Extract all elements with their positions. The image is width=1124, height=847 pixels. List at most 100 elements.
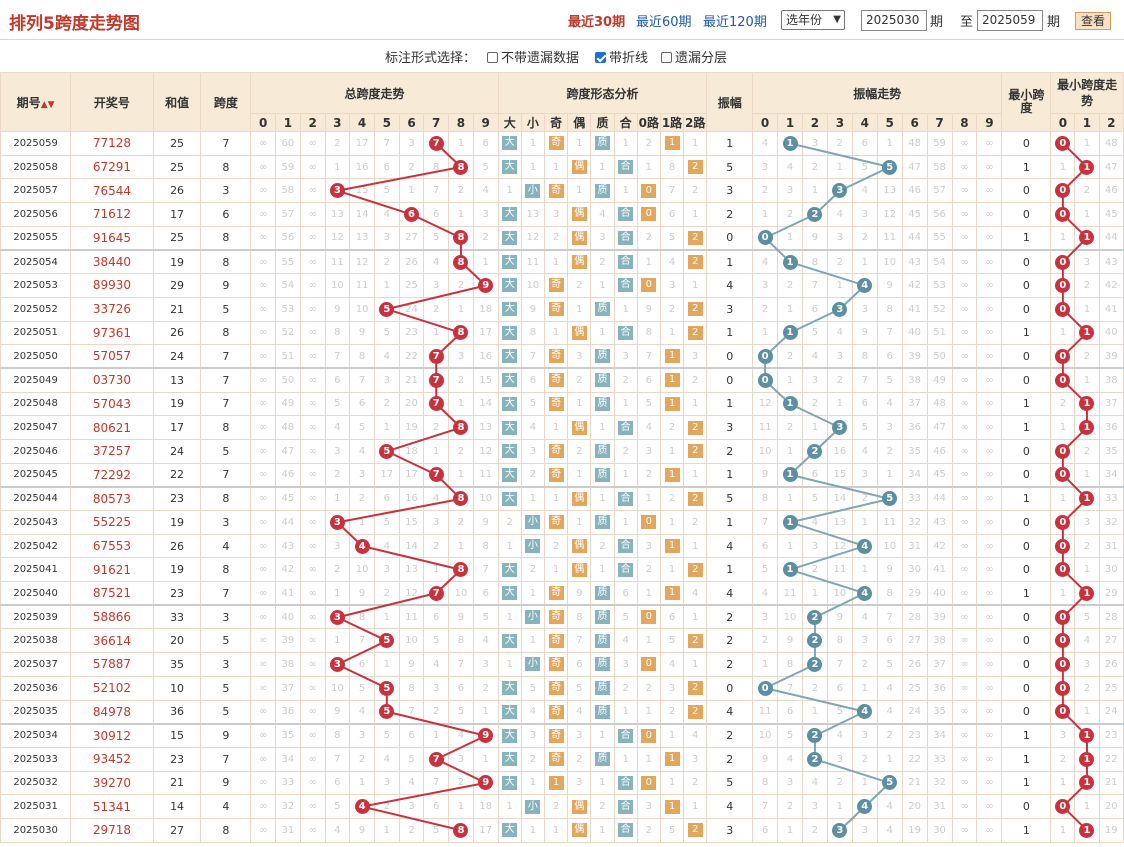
span-miss-cell: 15	[472, 367, 499, 393]
amp-miss-cell: 58	[926, 154, 953, 180]
period-label: 期	[930, 15, 944, 30]
amplitude-cell: 1	[706, 320, 754, 346]
recent-120-link[interactable]: 最近120期	[703, 15, 767, 30]
span-miss-cell: 47	[275, 438, 301, 464]
span-miss-cell: 1	[448, 533, 474, 559]
pattern-cell: 大	[497, 722, 522, 748]
span-digit-header: 7	[423, 113, 450, 132]
span-trend-cell: 6	[398, 202, 425, 227]
number-cell: 67553	[70, 533, 154, 559]
min-trend-cell: 0	[1050, 628, 1076, 654]
amp-miss-cell: 5	[826, 699, 853, 725]
pattern-cell: 2	[683, 415, 708, 440]
span-digit-header: 8	[448, 113, 474, 132]
recent-30-link[interactable]: 最近30期	[568, 15, 626, 30]
checkbox-no-miss[interactable]	[487, 52, 498, 63]
pattern-cell: 大	[497, 154, 522, 180]
span-miss-cell: 46	[275, 462, 301, 488]
span-cell: 9	[200, 722, 252, 748]
pattern-miss-cell: 1	[613, 462, 638, 488]
amp-miss-cell: ∞	[951, 628, 978, 654]
checkbox-layer[interactable]	[661, 52, 672, 63]
pattern-cell: 2	[683, 154, 708, 180]
col-issue[interactable]: 期号▲▼	[0, 72, 72, 132]
min-ball: 1	[1079, 822, 1095, 838]
pattern-mark: 大	[502, 325, 518, 340]
pattern-mark: 大	[502, 255, 518, 270]
amplitude-cell: 2	[706, 746, 754, 772]
span-miss-cell: ∞	[250, 628, 277, 654]
amp-trend-cell: 0	[752, 675, 779, 701]
to-issue-input[interactable]: 2025059	[977, 10, 1043, 31]
amp-miss-cell: 57	[926, 178, 953, 204]
sum-cell: 35	[152, 652, 202, 677]
amp-digit-header: 8	[951, 113, 978, 132]
min-miss-cell: 1	[1074, 202, 1100, 227]
from-issue-input[interactable]: 2025030	[861, 10, 927, 31]
pattern-miss-cell: 1	[659, 510, 685, 535]
pattern-header: 质	[590, 113, 615, 132]
pattern-miss-cell: 1	[497, 533, 522, 559]
amp-miss-cell: 3	[777, 178, 803, 204]
pattern-mark: 0	[641, 278, 657, 293]
pattern-mark: 偶	[571, 539, 587, 554]
amp-miss-cell: 3	[777, 770, 803, 796]
pattern-cell: 2	[683, 248, 708, 275]
pattern-miss-cell: 2	[636, 675, 661, 701]
amp-miss-cell: 6	[752, 533, 779, 559]
pattern-cell: 大	[497, 202, 522, 227]
span-cell: 5	[200, 628, 252, 654]
pattern-miss-cell: 1	[613, 391, 638, 417]
amp-miss-cell: ∞	[951, 746, 978, 772]
pattern-cell: 大	[497, 225, 522, 251]
issue-cell: 2025033	[0, 746, 72, 772]
span-trend-cell: 8	[448, 225, 474, 251]
pattern-miss-cell: 2	[636, 131, 661, 156]
amplitude-cell: 3	[706, 178, 754, 204]
min-miss-cell: 2	[1050, 391, 1076, 417]
pattern-miss-cell: 2	[497, 510, 522, 535]
sort-icon[interactable]: ▲▼	[40, 99, 55, 110]
min-ball: 0	[1055, 467, 1071, 483]
min-ball: 1	[1079, 159, 1095, 175]
table-row: 2025037 57887 35 3 ∞ 38 ∞ 3 6 1 9 4 7 3 1 小奇 6 质 3 0 4 1 2 1 8 2 7…	[0, 652, 1124, 677]
year-select[interactable]: 选年份 ▼	[781, 10, 845, 30]
issue-cell: 2025046	[0, 438, 72, 464]
amp-miss-cell: ∞	[976, 746, 1003, 772]
amp-trend-cell: 4	[851, 699, 878, 725]
pattern-mark: 质	[594, 302, 610, 317]
pattern-mark: 大	[502, 775, 518, 790]
amp-miss-cell: 2	[851, 746, 878, 772]
table-row: 2025039 58866 33 3 ∞ 40 ∞ 3 8 1 11 6 9 5 1 小奇 8 质 5 0 6 1 2 3 10…	[0, 604, 1124, 630]
option-line[interactable]: 带折线	[595, 47, 648, 66]
sum-cell: 17	[152, 202, 202, 227]
view-button[interactable]: 查看	[1075, 12, 1111, 30]
span-miss-cell: 39	[275, 628, 301, 654]
number-cell: 76544	[70, 178, 154, 204]
pattern-cell: 0	[636, 510, 661, 535]
span-cell: 8	[200, 320, 252, 346]
amp-miss-cell: 12	[876, 202, 903, 227]
span-miss-cell: 8	[349, 604, 375, 630]
checkbox-line[interactable]	[595, 52, 606, 63]
span-miss-cell: 42	[275, 557, 301, 583]
span-miss-cell: 53	[275, 296, 301, 322]
amp-miss-cell: 11	[826, 557, 853, 583]
amp-miss-cell: 5	[851, 154, 878, 180]
amp-miss-cell: 8	[777, 652, 803, 677]
pattern-miss-cell: 2	[659, 699, 685, 725]
pattern-miss-cell: 1	[636, 746, 661, 772]
recent-60-link[interactable]: 最近60期	[636, 15, 692, 30]
pattern-cell: 大	[497, 817, 522, 843]
option-no-miss[interactable]: 不带遗漏数据	[487, 47, 579, 66]
pattern-miss-cell: 1	[613, 178, 638, 204]
pattern-miss-cell: 2	[520, 746, 545, 772]
option-layer[interactable]: 遗漏分层	[661, 47, 727, 66]
span-miss-cell: 1	[373, 415, 400, 440]
amp-miss-cell: 4	[851, 438, 878, 464]
table-body: 2025059 77128 25 7 ∞ 60 ∞ 2 17 7 3 7 1 6 大 1 奇 1 质 1 2 1 1 1 4 1 3…	[0, 131, 1124, 843]
span-trend-cell: 3	[324, 178, 351, 204]
pattern-miss-cell: 2	[543, 794, 569, 819]
amp-miss-cell: 38	[926, 628, 953, 654]
pattern-miss-cell: 4	[683, 722, 708, 748]
